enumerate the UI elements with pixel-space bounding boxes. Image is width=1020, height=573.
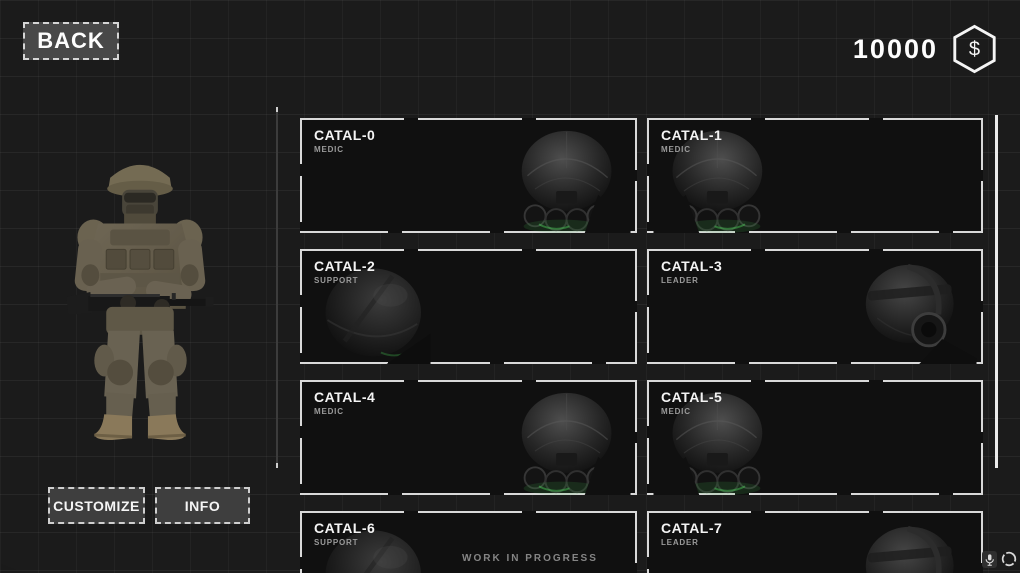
roster-card[interactable]: CATAL-7 LEADER bbox=[647, 511, 983, 573]
roster-card[interactable]: CATAL-3 LEADER bbox=[647, 249, 983, 364]
card-title: CATAL-2 bbox=[314, 258, 376, 274]
roster-card[interactable]: CATAL-1 MEDIC bbox=[647, 118, 983, 233]
panel-divider bbox=[276, 107, 278, 468]
microphone-icon[interactable] bbox=[982, 551, 997, 568]
helmet-image bbox=[847, 259, 982, 364]
helmet-image bbox=[501, 390, 636, 495]
svg-text:$: $ bbox=[969, 39, 980, 61]
card-role: MEDIC bbox=[661, 407, 691, 417]
info-button-label: INFO bbox=[184, 497, 221, 514]
card-title: CATAL-0 bbox=[314, 127, 376, 143]
customize-button-label: CUSTOMIZE bbox=[53, 497, 140, 514]
roster-card[interactable]: CATAL-4 MEDIC bbox=[300, 380, 637, 495]
card-role: MEDIC bbox=[314, 145, 344, 155]
soldier-character-preview[interactable] bbox=[57, 148, 223, 446]
card-title: CATAL-7 bbox=[661, 520, 723, 536]
roster-card[interactable]: CATAL-5 MEDIC bbox=[647, 380, 983, 495]
divider-tick-top bbox=[276, 107, 278, 112]
roster-grid: CATAL-0 MEDIC CATAL-1 MEDIC bbox=[300, 118, 983, 573]
back-button[interactable]: BACK bbox=[23, 22, 119, 60]
hexagon-dollar-icon: $ bbox=[953, 24, 996, 74]
roster-scrollbar[interactable] bbox=[995, 115, 998, 468]
card-role: LEADER bbox=[661, 276, 699, 286]
card-title: CATAL-4 bbox=[314, 389, 376, 405]
customize-button[interactable]: CUSTOMIZE bbox=[48, 487, 145, 524]
card-title: CATAL-5 bbox=[661, 389, 723, 405]
work-in-progress-label: WORK IN PROGRESS bbox=[462, 553, 598, 564]
divider-tick-bottom bbox=[276, 463, 278, 468]
card-title: CATAL-6 bbox=[314, 520, 376, 536]
roster-card[interactable]: CATAL-2 SUPPORT bbox=[300, 249, 637, 364]
sync-icon[interactable] bbox=[1000, 550, 1018, 568]
back-button-label: BACK bbox=[37, 28, 105, 53]
currency-display: 10000 $ bbox=[853, 24, 998, 74]
card-role: MEDIC bbox=[661, 145, 691, 155]
helmet-image bbox=[847, 521, 982, 573]
currency-amount: 10000 bbox=[852, 33, 938, 64]
roster-card[interactable]: CATAL-0 MEDIC bbox=[300, 118, 637, 233]
card-role: LEADER bbox=[661, 538, 699, 548]
info-button[interactable]: INFO bbox=[155, 487, 250, 524]
card-role: MEDIC bbox=[314, 407, 344, 417]
card-title: CATAL-1 bbox=[661, 127, 723, 143]
card-role: SUPPORT bbox=[314, 276, 359, 286]
card-title: CATAL-3 bbox=[661, 258, 723, 274]
helmet-image bbox=[501, 128, 636, 233]
card-role: SUPPORT bbox=[314, 538, 359, 548]
